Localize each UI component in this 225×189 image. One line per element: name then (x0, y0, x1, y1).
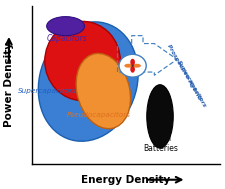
Text: Capacitors: Capacitors (46, 34, 86, 43)
Text: Li-ion: Li-ion (150, 134, 171, 143)
Circle shape (119, 54, 146, 77)
Text: Power Density: Power Density (4, 42, 14, 127)
Ellipse shape (38, 22, 137, 141)
Ellipse shape (47, 17, 84, 36)
Text: Energy Density: Energy Density (81, 175, 170, 185)
Text: Supercapacitors: Supercapacitors (18, 88, 77, 94)
Text: Pseudocapacitors: Pseudocapacitors (66, 112, 130, 118)
Ellipse shape (76, 53, 130, 129)
Ellipse shape (124, 64, 132, 68)
Ellipse shape (146, 85, 172, 148)
Ellipse shape (130, 59, 134, 66)
Text: Prospective Hybrid: Prospective Hybrid (165, 43, 201, 101)
Text: Batteries: Batteries (143, 144, 178, 153)
Text: EDLC: EDLC (65, 44, 90, 53)
Ellipse shape (130, 66, 134, 73)
Ellipse shape (132, 64, 140, 68)
Circle shape (131, 65, 133, 67)
Ellipse shape (45, 21, 120, 101)
Text: Supercapacitors: Supercapacitors (175, 59, 206, 108)
